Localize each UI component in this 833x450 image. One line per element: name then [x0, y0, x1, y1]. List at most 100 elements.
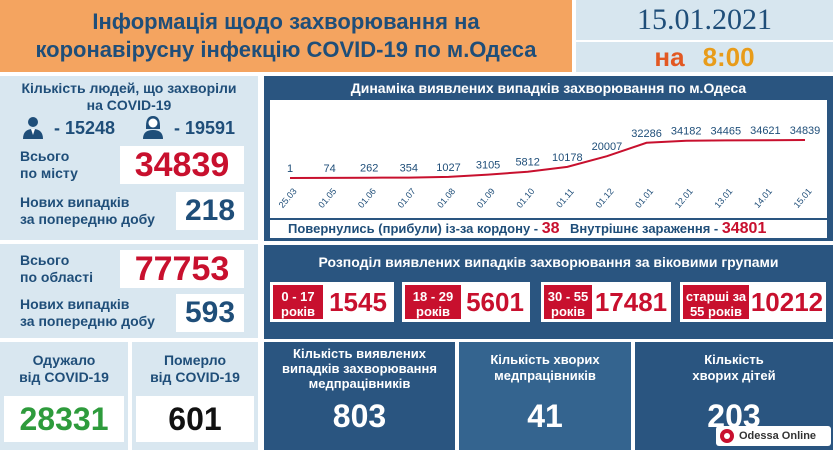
- x-tick-label: 01.05: [316, 186, 338, 210]
- returned-value: 38: [541, 220, 560, 237]
- city-total-value: 34839: [120, 146, 244, 184]
- x-tick-label: 01.09: [475, 186, 497, 210]
- city-sick-title-line2: на COVID-19: [86, 97, 172, 113]
- region-new-label-line2: за попередню добу: [20, 313, 155, 329]
- city-total-label-line1: Всього: [20, 148, 70, 164]
- line-chart: 1 25.03 74 01.05 262 01.06 354 01.07 1027 01.08 31…: [277, 125, 821, 210]
- city-total-label-line2: по місту: [20, 165, 78, 181]
- data-label: 20007: [592, 141, 623, 153]
- data-label: 74: [323, 163, 335, 175]
- x-tick-label: 01.11: [554, 186, 576, 209]
- x-tick-label: 01.01: [633, 186, 655, 210]
- age-group-label-line2: 55 років: [689, 304, 743, 319]
- age-group-label: 0 - 17 років: [273, 285, 323, 319]
- city-new-label-line1: Нових випадків: [20, 194, 130, 210]
- internal-label: Внутрішнє зараження -: [570, 221, 719, 236]
- series-line: [289, 139, 806, 179]
- region-total-label-line2: по області: [20, 269, 93, 285]
- man-icon: [23, 117, 43, 139]
- x-tick-label: 25.03: [277, 186, 299, 210]
- sick-medics-panel: [459, 342, 631, 450]
- data-label: 1027: [436, 162, 460, 174]
- children-label-line2: хворих дітей: [692, 368, 776, 383]
- male-count: - 15248: [54, 117, 116, 138]
- died-label-line1: Померло: [163, 352, 227, 368]
- woman-icon: [143, 116, 163, 139]
- age-group-card: 30 - 55 років 17481: [541, 282, 671, 322]
- city-new-label-line2: за попередню добу: [20, 211, 155, 227]
- region-new-label-line1: Нових випадків: [20, 296, 130, 312]
- medics-label-line3: медпрацівників: [308, 376, 411, 391]
- recovered-value: 28331: [4, 396, 124, 442]
- age-group-label-line1: 30 - 55: [547, 289, 589, 304]
- internal-stat: Внутрішнє зараження - 34801: [570, 220, 766, 238]
- returned-label: Повернулись (прибули) із-за кордону -: [288, 221, 539, 236]
- x-tick-label: 01.10: [514, 186, 536, 210]
- x-tick-label: 01.07: [395, 186, 417, 210]
- data-label: 3105: [476, 160, 500, 172]
- city-new-value: 218: [176, 192, 244, 230]
- region-new-label: Нових випадків за попередню добу: [20, 296, 170, 330]
- age-group-card: 18 - 29 років 5601: [402, 282, 530, 322]
- age-title: Розподіл виявлених випадків захворювання…: [318, 254, 779, 270]
- header-title-line1: Інформація щодо захворювання на: [92, 9, 480, 34]
- region-total-label-line1: Всього: [20, 252, 70, 268]
- x-tick-label: 01.08: [435, 186, 457, 210]
- age-group-label: 18 - 29 років: [405, 285, 461, 319]
- city-sick-title: Кількість людей, що захворіли на COVID-1…: [0, 80, 258, 114]
- age-group-value: 1545: [329, 287, 387, 317]
- x-tick-label: 13.01: [712, 186, 734, 210]
- x-tick-label: 14.01: [752, 186, 774, 210]
- watermark-text: Odessa Online: [739, 430, 817, 442]
- data-label: 34839: [790, 125, 821, 137]
- sick-medics-value: 41: [527, 398, 563, 434]
- female-stat: - 19591: [142, 115, 252, 141]
- medics-value: 803: [332, 398, 387, 434]
- x-tick-label: 01.06: [356, 186, 378, 210]
- age-group-label-line1: 18 - 29: [412, 289, 454, 304]
- recovered-label: Одужало від COVID-19: [0, 352, 128, 386]
- header-time-value: 8:00: [702, 42, 755, 72]
- age-group-value: 17481: [594, 287, 668, 317]
- border-stats: Повернулись (прибули) із-за кордону - 38…: [270, 220, 827, 238]
- region-total-label: Всього по області: [20, 252, 120, 286]
- male-stat: - 15248: [22, 115, 122, 141]
- recovered-label-line1: Одужало: [32, 352, 96, 368]
- data-label: 34621: [750, 125, 781, 137]
- died-label: Померло від COVID-19: [132, 352, 258, 386]
- data-label: 34182: [671, 126, 702, 138]
- sick-medics-label: Кількість хворих медпрацівників: [459, 352, 631, 384]
- x-tick-label: 12.01: [673, 186, 695, 210]
- logo-icon: [720, 429, 734, 443]
- recovered-label-line2: від COVID-19: [19, 369, 109, 385]
- region-new-value: 593: [176, 294, 244, 332]
- header-title: Інформація щодо захворювання на коронаві…: [0, 0, 572, 72]
- data-label: 5812: [515, 157, 539, 169]
- x-tick-label: 15.01: [792, 186, 814, 210]
- data-label: 354: [400, 163, 418, 175]
- header-time: на 8:00: [576, 42, 833, 72]
- x-tick-label: 01.12: [594, 186, 616, 210]
- age-group-label: старші за 55 років: [683, 285, 749, 319]
- data-label: 10178: [552, 152, 583, 164]
- age-group-card: старші за 55 років 10212: [680, 282, 826, 322]
- age-group-label-line1: 0 - 17: [281, 289, 315, 304]
- medics-label: Кількість виявлених випадків захворюванн…: [264, 346, 455, 391]
- age-group-value: 5601: [466, 287, 524, 317]
- medics-label-line2: випадків захворювання: [282, 361, 437, 376]
- female-count: - 19591: [174, 117, 236, 138]
- medics-label-line1: Кількість виявлених: [293, 346, 426, 361]
- chart-area: 1 25.03 74 01.05 262 01.06 354 01.07 1027 01.08 31…: [270, 100, 827, 218]
- age-group-card: 0 - 17 років 1545: [270, 282, 394, 322]
- sick-medics-label-line1: Кількість хворих: [490, 352, 600, 367]
- died-label-line2: від COVID-19: [150, 369, 240, 385]
- data-label: 262: [360, 163, 378, 175]
- age-group-label-line2: років: [551, 304, 585, 319]
- children-label-line1: Кількість: [704, 352, 764, 367]
- age-group-label: 30 - 55 років: [544, 285, 592, 319]
- sick-medics-label-line2: медпрацівників: [494, 368, 596, 383]
- city-sick-title-line1: Кількість людей, що захворіли: [21, 80, 237, 96]
- returned-stat: Повернулись (прибули) із-за кордону - 38: [288, 220, 560, 238]
- died-value: 601: [136, 396, 254, 442]
- medics-panel: [264, 342, 455, 450]
